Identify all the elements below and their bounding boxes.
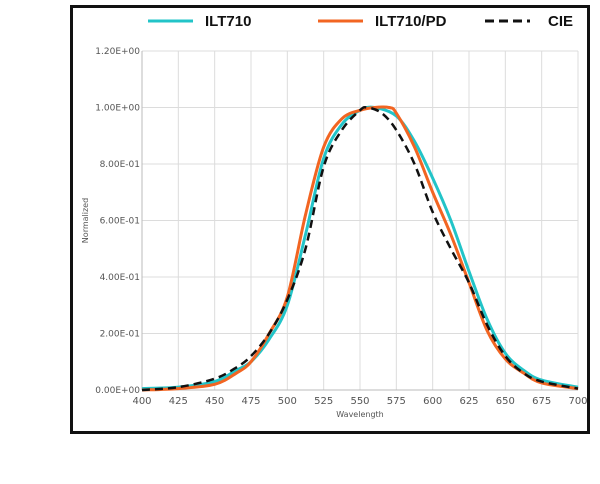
x-tick-label: 550 — [350, 396, 369, 407]
x-tick-label: 650 — [496, 396, 515, 407]
chart-frame — [70, 5, 590, 434]
x-tick-label: 500 — [278, 396, 297, 407]
x-tick-label: 525 — [314, 396, 333, 407]
x-tick-label: 425 — [169, 396, 188, 407]
x-tick-label: 450 — [205, 396, 224, 407]
x-tick-label: 675 — [532, 396, 551, 407]
legend-label: CIE — [548, 13, 573, 30]
x-tick-label: 700 — [568, 396, 587, 407]
y-tick-label: 2.00E-01 — [100, 330, 140, 340]
series-line-cie — [141, 105, 579, 392]
y-axis-title: Normalized — [81, 198, 90, 243]
legend-label: ILT710 — [205, 13, 251, 30]
y-tick-label: 4.00E-01 — [100, 273, 140, 283]
x-axis-title: Wavelength — [336, 410, 383, 419]
x-tick-label: 600 — [423, 396, 442, 407]
y-tick-label: 1.20E+00 — [95, 47, 140, 57]
series-line-ilt710-pd — [141, 105, 579, 392]
x-tick-label: 625 — [459, 396, 478, 407]
legend-label: ILT710/PD — [375, 13, 447, 30]
y-tick-label: 6.00E-01 — [100, 217, 140, 227]
y-tick-label: 8.00E-01 — [100, 160, 140, 170]
y-tick-label: 1.00E+00 — [95, 104, 140, 114]
x-tick-label: 475 — [241, 396, 260, 407]
x-tick-label: 400 — [132, 396, 151, 407]
x-tick-label: 575 — [387, 396, 406, 407]
y-tick-label: 0.00E+00 — [95, 386, 140, 396]
